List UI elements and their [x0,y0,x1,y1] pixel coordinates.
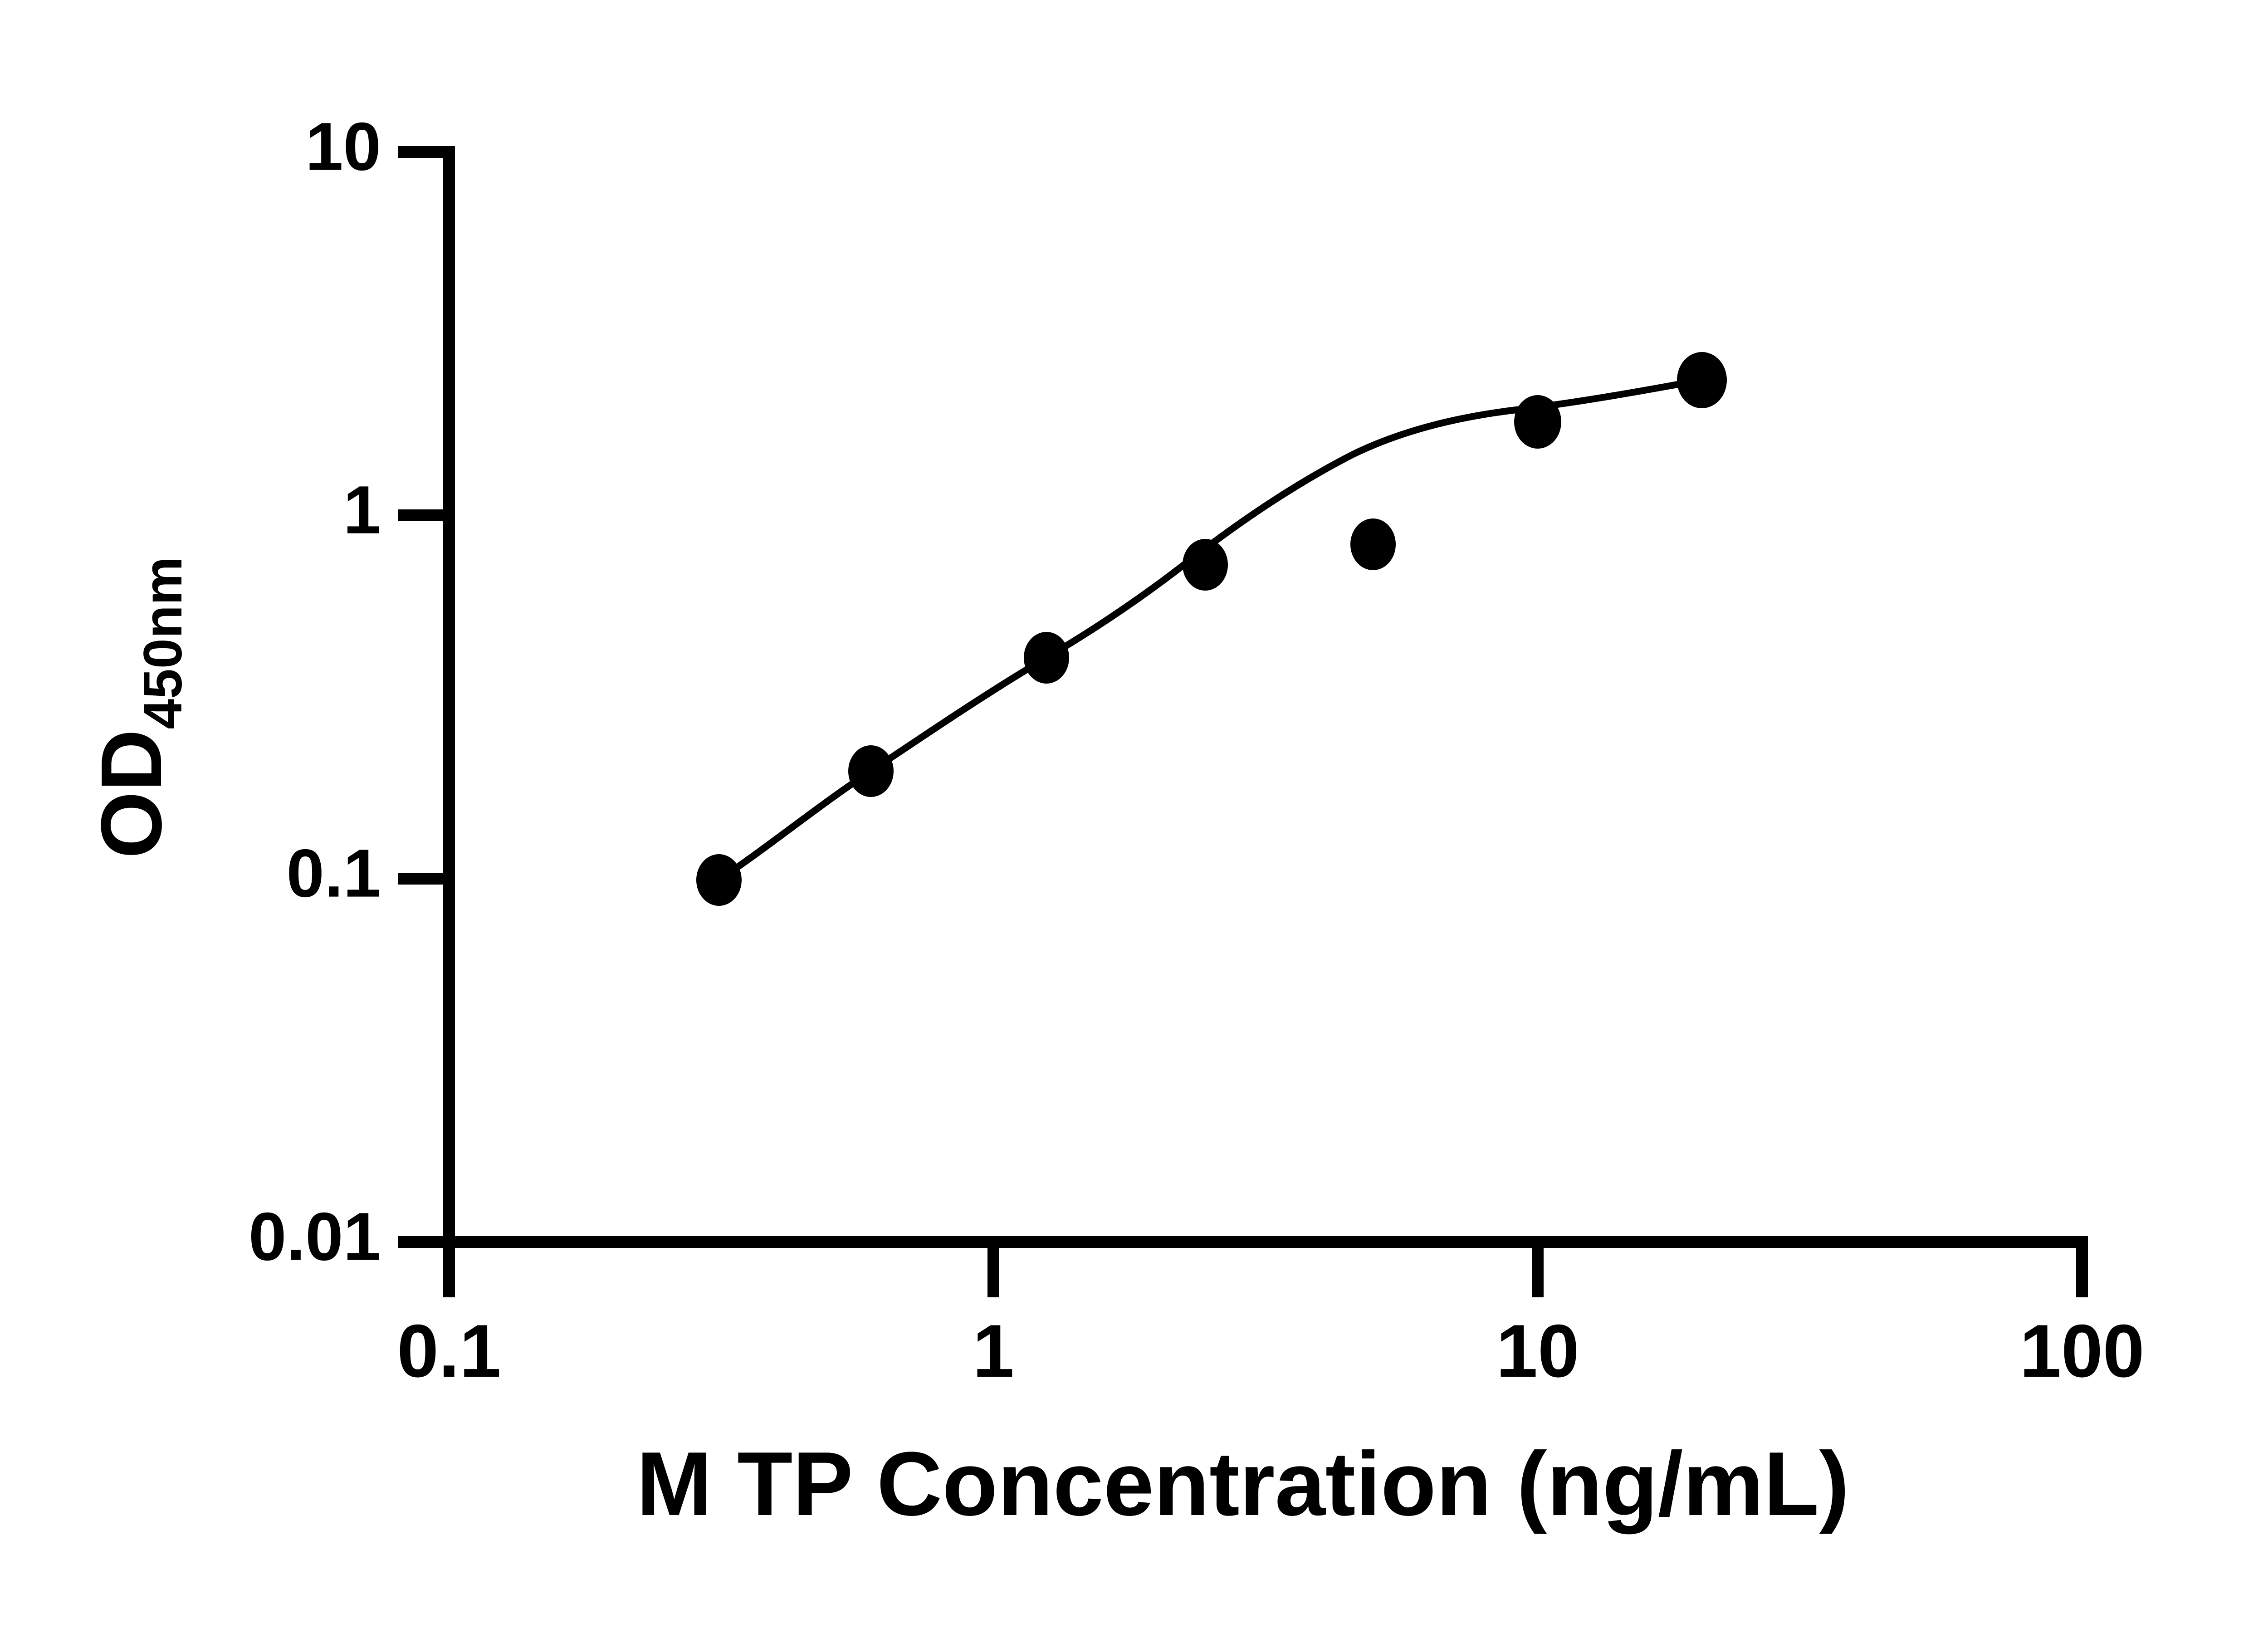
y-axis-title: OD450nm [83,557,193,858]
y-tick-label-1: 1 [343,472,381,548]
data-point [848,745,894,797]
x-tick-label-1: 1 [973,1309,1014,1393]
svg-text:OD450nm: OD450nm [83,557,193,858]
y-tick-label-0-01: 0.01 [249,1198,381,1275]
data-point [1677,352,1727,408]
x-tick-label-100: 100 [2019,1309,2144,1393]
data-point [1183,539,1228,591]
y-tick-label-10: 10 [305,108,381,185]
y-axis-title-base: OD [83,729,180,859]
data-point [696,854,742,906]
data-point [1514,395,1561,449]
y-axis-title-subscript: 450nm [132,557,193,729]
x-tick-label-10: 10 [1496,1309,1579,1393]
x-axis-ticks [443,1236,2088,1297]
data-points [696,352,1727,906]
data-point [1350,518,1396,570]
data-point [1024,632,1069,684]
x-tick-label-0-1: 0.1 [397,1309,501,1393]
y-tick-label-0-1: 0.1 [286,835,381,911]
x-axis-title: M TP Concentration (ng/mL) [636,1433,1849,1535]
standard-curve-line [715,376,1705,884]
